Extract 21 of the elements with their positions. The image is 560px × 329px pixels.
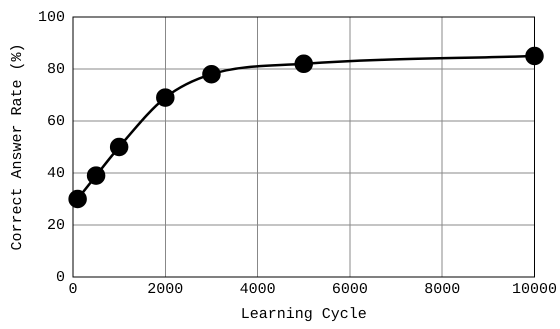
x-tick-label: 2000 [147,280,184,298]
x-tick-label: 4000 [240,280,276,298]
y-tick-label: 60 [46,112,66,130]
y-axis-title: Correct Answer Rate (%) [8,43,26,251]
x-tick-label: 8000 [424,280,460,298]
y-tick-label: 0 [56,268,66,286]
x-tick-label: 0 [68,280,78,298]
y-tick-label: 20 [46,216,66,234]
x-tick-label: 6000 [332,280,368,298]
point [525,46,544,66]
y-tick-label: 100 [38,8,66,26]
y-tick-label: 80 [46,60,66,78]
point [110,138,128,156]
x-axis-title: Learning Cycle [240,306,367,323]
point [202,64,221,84]
point [86,166,106,185]
y-tick-label: 40 [46,164,66,182]
point [294,54,313,74]
point [156,88,175,107]
x-tick-label: 10000 [512,280,558,298]
point [68,190,87,208]
